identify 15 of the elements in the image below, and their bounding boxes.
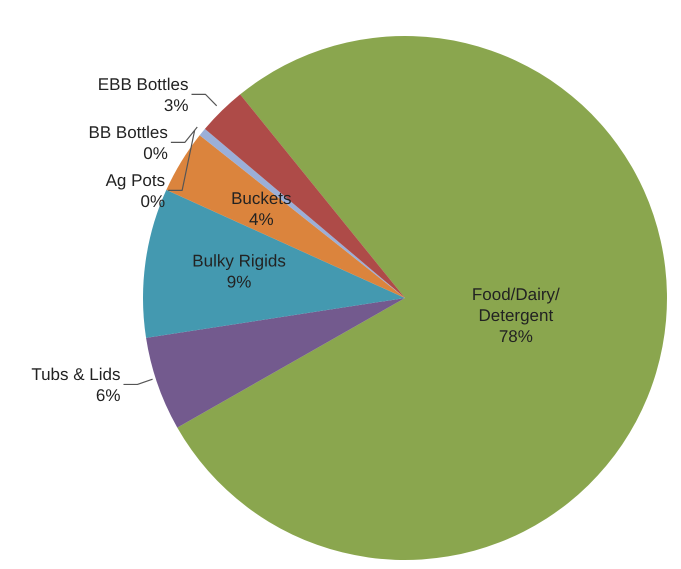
pie-slice — [166, 135, 405, 298]
slice-label: BB Bottles — [88, 122, 168, 142]
pie-slice — [146, 298, 405, 428]
data-label: 4% — [249, 209, 274, 228]
data-label: 6% — [96, 385, 120, 404]
slice-label: Bulky Rigids — [192, 250, 286, 270]
category-label: Ag Pots — [106, 170, 166, 190]
data-label: 9% — [226, 272, 252, 291]
data-label: 3% — [164, 95, 188, 114]
slice-label: Tubs & Lids — [31, 364, 120, 384]
pie-slice — [143, 190, 405, 338]
slice-label: EBB Bottles — [98, 74, 188, 94]
data-label: 78% — [498, 326, 533, 346]
data-label: 0% — [143, 143, 168, 162]
slice-label: Food/Dairy/Detergent — [472, 284, 560, 324]
